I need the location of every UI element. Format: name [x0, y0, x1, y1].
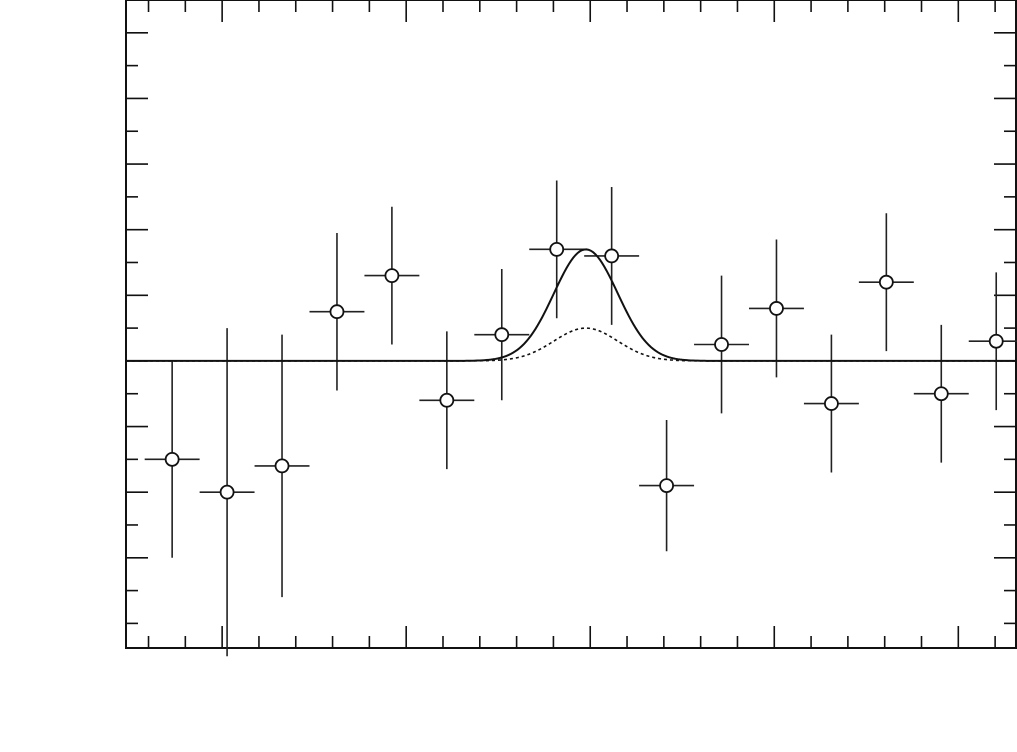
data-point	[824, 396, 839, 411]
model-curve-solid	[126, 248, 1016, 362]
data-point	[988, 333, 1004, 349]
data-point	[604, 248, 620, 264]
data-point	[714, 337, 729, 352]
data-point	[549, 241, 565, 257]
plot-frame	[125, 0, 1017, 649]
data-point	[219, 484, 235, 500]
tick-marks	[126, 0, 1016, 648]
data-point	[769, 301, 784, 316]
data-point	[274, 458, 290, 474]
data-point	[384, 268, 400, 284]
model-curves	[126, 248, 1016, 362]
data-point	[329, 304, 345, 320]
data-point	[164, 451, 180, 467]
data-point	[659, 478, 674, 493]
model-curve-dotted	[126, 327, 1016, 362]
data-point	[494, 327, 510, 343]
data-points	[164, 241, 1004, 500]
data-point	[439, 392, 455, 408]
data-point	[878, 274, 894, 290]
data-point	[933, 386, 949, 402]
